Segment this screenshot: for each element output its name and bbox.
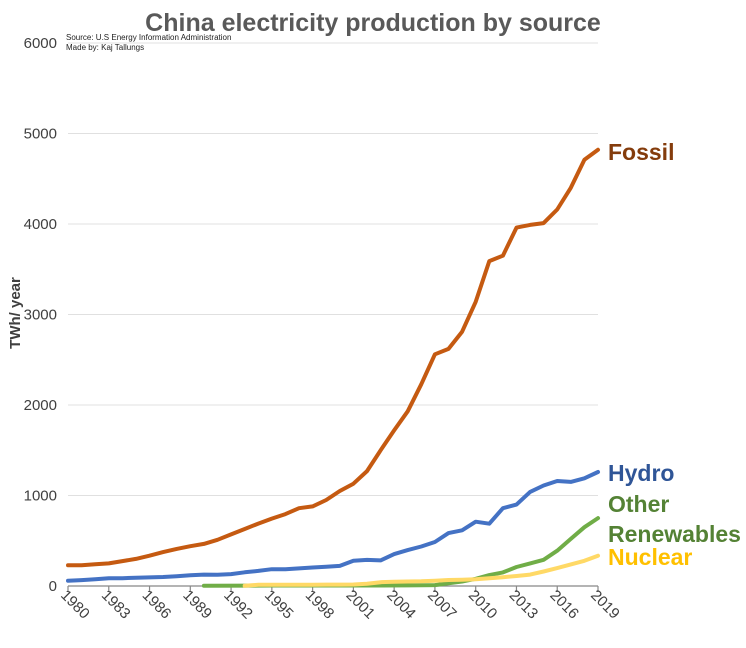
series-line-fossil <box>66 147 600 568</box>
source-note: Source: U.S Energy Information Administr… <box>66 33 231 42</box>
x-tick-label: 1980 <box>57 587 93 623</box>
x-tick-label: 2016 <box>546 587 582 623</box>
series-label-nuclear: Nuclear <box>608 544 692 570</box>
y-tick-label: 0 <box>49 578 57 595</box>
x-tick-label: 1998 <box>302 587 338 623</box>
series-label-hydro: Hydro <box>608 460 674 486</box>
x-tick-label: 1986 <box>139 587 175 623</box>
y-axis-ticks: 0 1000 2000 3000 4000 5000 6000 <box>24 35 57 595</box>
chart-title: China electricity production by source <box>145 9 601 37</box>
x-tick-label: 2019 <box>587 587 623 623</box>
series-lines <box>66 147 600 588</box>
series-line-nuclear <box>242 553 600 588</box>
series-label-other-renewables-1: Other <box>608 491 669 517</box>
y-tick-label: 4000 <box>24 216 57 233</box>
gridlines <box>68 42 598 496</box>
x-tick-label: 2004 <box>383 587 419 623</box>
y-tick-label: 5000 <box>24 126 57 143</box>
x-tick-label: 2013 <box>506 587 542 623</box>
series-label-other-renewables-2: Renewables <box>608 521 741 547</box>
x-tick-label: 2010 <box>465 587 501 623</box>
x-tick-label: 1983 <box>98 587 134 623</box>
y-tick-label: 3000 <box>24 307 57 324</box>
x-tick-label: 2007 <box>424 587 460 623</box>
x-tick-label: 2001 <box>343 587 379 623</box>
y-tick-label: 2000 <box>24 397 57 414</box>
x-axis-ticks: 1980 1983 1986 1989 1992 1995 1998 2001 2004 2007… <box>57 586 623 622</box>
author-note: Made by: Kaj Tallungs <box>66 43 144 52</box>
x-tick-label: 1992 <box>220 587 256 623</box>
y-tick-label: 1000 <box>24 488 57 505</box>
x-tick-label: 1989 <box>179 587 215 623</box>
y-axis-label: TWh/ year <box>7 277 24 349</box>
series-line-hydro <box>66 470 600 583</box>
y-tick-label: 6000 <box>24 35 57 52</box>
series-label-fossil: Fossil <box>608 139 674 165</box>
x-tick-label: 1995 <box>261 587 297 623</box>
